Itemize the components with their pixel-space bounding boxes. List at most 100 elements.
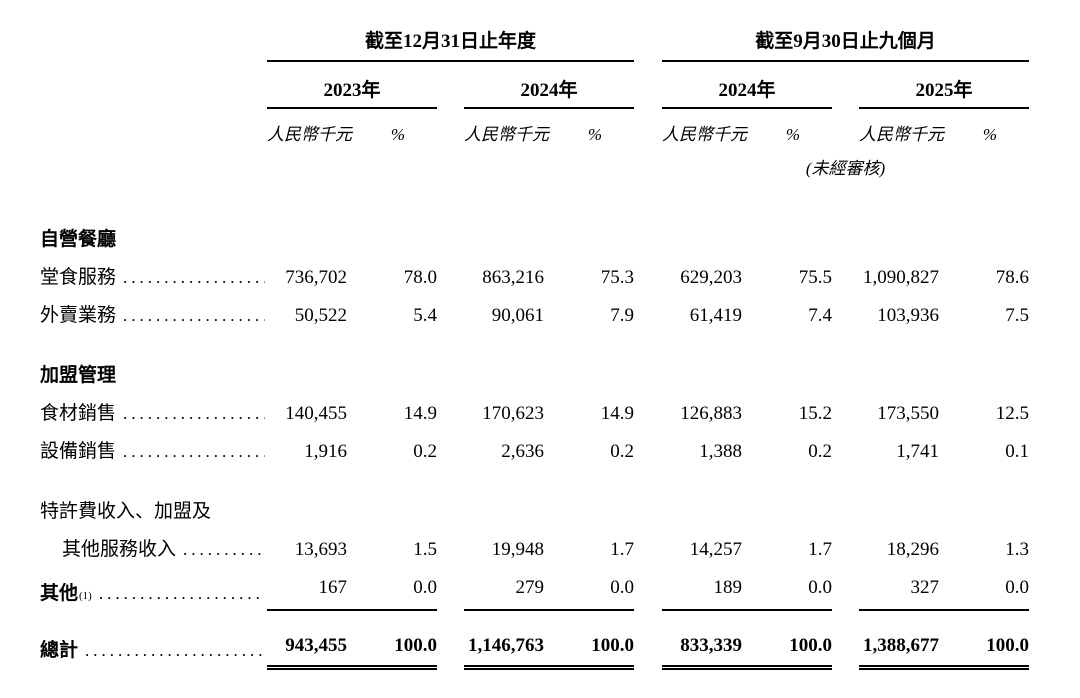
row-label: 食材銷售....................................… xyxy=(40,387,267,425)
column-gap xyxy=(437,425,464,463)
row-label-text: 堂食服務 xyxy=(40,267,117,288)
value-cell: 2,636 xyxy=(501,441,544,462)
row-label-wrap: 總計......................................… xyxy=(40,640,267,662)
column-gap xyxy=(634,425,662,463)
caption-row: 特許費收入、加盟及 xyxy=(40,463,1029,523)
column-gap xyxy=(634,610,662,668)
year-header-2024-nine-months: 2024年 xyxy=(662,61,832,109)
row-label: 自營餐廳 xyxy=(40,179,1029,251)
value-cell: 12.5 xyxy=(995,403,1030,424)
value-cell: 1,916 xyxy=(304,441,347,462)
row-label-text: 外賣業務 xyxy=(40,305,117,326)
row-label: 其他(1)...................................… xyxy=(40,561,267,610)
value-cell: 100.0 xyxy=(347,610,437,670)
data-row: 堂食服務....................................… xyxy=(40,251,1029,289)
period-title-annual: 截至12月31日止年度 xyxy=(267,26,634,62)
column-gap xyxy=(634,387,662,425)
rmb-thousand-label: 人民幣千元 xyxy=(859,125,944,144)
column-gap xyxy=(634,561,662,610)
value-cell: 327 xyxy=(859,561,939,611)
data-row: 其他服務收入..................................… xyxy=(40,523,1029,561)
value-cell: 14.9 xyxy=(600,403,634,424)
value-cell: 943,455 xyxy=(267,610,347,670)
row-label-text: 設備銷售 xyxy=(40,441,117,462)
value-cell: 0.2 xyxy=(610,441,634,462)
unaudited-note-row: (未經審核) xyxy=(40,145,1029,179)
row-label-text: 其他服務收入 xyxy=(62,539,177,560)
value-cell: 126,883 xyxy=(680,403,742,424)
percent-label: % xyxy=(982,125,998,144)
value-cell: 173,550 xyxy=(877,403,939,424)
row-label: 特許費收入、加盟及 xyxy=(40,463,1029,523)
value-cell: 7.4 xyxy=(808,305,832,326)
value-cell: 736,702 xyxy=(285,267,347,288)
value-cell: 0.0 xyxy=(939,561,1030,611)
row-label-wrap: 設備銷售....................................… xyxy=(40,441,267,463)
value-cell: 863,216 xyxy=(482,267,544,288)
rmb-thousand-label: 人民幣千元 xyxy=(267,125,352,144)
column-gap xyxy=(634,289,662,327)
dot-leader: ........................................… xyxy=(123,306,265,325)
column-gap xyxy=(437,251,464,289)
value-cell: 14.9 xyxy=(403,403,437,424)
value-cell: 1,090,827 xyxy=(863,267,939,288)
value-cell: 1.7 xyxy=(808,539,832,560)
value-cell: 629,203 xyxy=(680,267,742,288)
revenue-breakdown-table: 截至12月31日止年度 截至9月30日止九個月 2023年 2024年 2024… xyxy=(40,26,1030,670)
value-cell: 189 xyxy=(662,561,742,611)
row-label: 設備銷售....................................… xyxy=(40,425,267,463)
value-cell: 0.0 xyxy=(347,561,437,611)
row-label-wrap: 外賣業務....................................… xyxy=(40,305,267,327)
column-gap xyxy=(437,523,464,561)
year-header-2023: 2023年 xyxy=(267,61,437,109)
data-row: 設備銷售....................................… xyxy=(40,425,1029,463)
unit-header-group2: 人民幣千元% xyxy=(464,120,634,145)
unaudited-note: (未經審核) xyxy=(805,159,886,178)
dot-leader: ........................................… xyxy=(123,404,265,423)
total-row: 總計......................................… xyxy=(40,610,1030,670)
value-cell: 18,296 xyxy=(886,539,939,560)
value-cell: 0.0 xyxy=(742,561,832,611)
value-cell: 167 xyxy=(267,561,347,611)
table-body: 自營餐廳堂食服務................................… xyxy=(40,179,1030,670)
unit-header-group3: 人民幣千元% xyxy=(662,120,832,145)
value-cell: 78.0 xyxy=(403,267,437,288)
percent-label: % xyxy=(587,125,602,144)
value-cell: 19,948 xyxy=(491,539,544,560)
row-label: 總計......................................… xyxy=(40,610,267,668)
column-gap xyxy=(634,251,662,289)
dot-leader: ........................................… xyxy=(85,640,265,660)
value-cell: 7.5 xyxy=(1005,305,1030,326)
column-gap xyxy=(832,610,859,668)
data-row: 外賣業務....................................… xyxy=(40,289,1029,327)
column-gap xyxy=(437,289,464,327)
row-label-wrap: 食材銷售....................................… xyxy=(40,403,267,425)
period-title-nine-months: 截至9月30日止九個月 xyxy=(662,26,1030,62)
value-cell: 1,388,677 xyxy=(859,610,939,670)
value-cell: 0.2 xyxy=(413,441,437,462)
row-label: 外賣業務....................................… xyxy=(40,289,267,327)
row-label: 其他服務收入..................................… xyxy=(40,523,267,561)
section-row: 自營餐廳 xyxy=(40,179,1029,251)
value-cell: 833,339 xyxy=(662,610,742,670)
column-gap xyxy=(437,610,464,668)
dot-leader: ........................................… xyxy=(183,540,265,559)
row-label-wrap: 堂食服務....................................… xyxy=(40,267,267,289)
value-cell: 75.5 xyxy=(798,267,832,288)
column-gap xyxy=(832,561,859,610)
year-header-2025: 2025年 xyxy=(859,61,1030,109)
value-cell: 0.2 xyxy=(808,441,832,462)
prospectus-page: 截至12月31日止年度 截至9月30日止九個月 2023年 2024年 2024… xyxy=(40,26,1030,670)
column-gap xyxy=(832,289,859,327)
rmb-thousand-label: 人民幣千元 xyxy=(464,125,549,144)
column-gap xyxy=(437,561,464,610)
value-cell: 7.9 xyxy=(610,305,634,326)
column-gap xyxy=(437,387,464,425)
column-gap xyxy=(832,523,859,561)
value-cell: 100.0 xyxy=(544,610,634,670)
section-row: 加盟管理 xyxy=(40,327,1029,387)
column-gap xyxy=(832,425,859,463)
period-header-row: 截至12月31日止年度 截至9月30日止九個月 xyxy=(40,26,1030,62)
row-label-text: 食材銷售 xyxy=(40,403,117,424)
row-label-text: 其他 xyxy=(40,582,79,604)
